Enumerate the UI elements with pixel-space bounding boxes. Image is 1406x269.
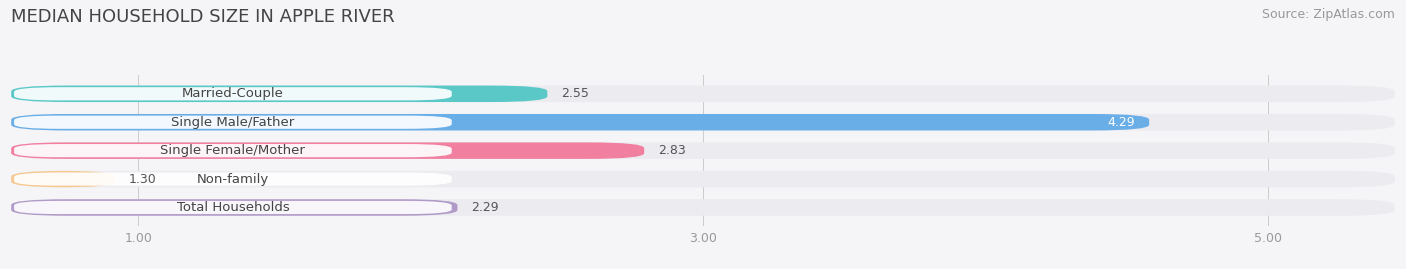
- Text: Single Female/Mother: Single Female/Mother: [160, 144, 305, 157]
- FancyBboxPatch shape: [11, 199, 1395, 216]
- Text: MEDIAN HOUSEHOLD SIZE IN APPLE RIVER: MEDIAN HOUSEHOLD SIZE IN APPLE RIVER: [11, 8, 395, 26]
- FancyBboxPatch shape: [11, 199, 457, 216]
- FancyBboxPatch shape: [11, 114, 1149, 130]
- Text: 2.83: 2.83: [658, 144, 686, 157]
- FancyBboxPatch shape: [14, 87, 451, 100]
- Text: Single Male/Father: Single Male/Father: [172, 116, 294, 129]
- Text: Total Households: Total Households: [177, 201, 290, 214]
- FancyBboxPatch shape: [14, 172, 451, 186]
- FancyBboxPatch shape: [11, 86, 1395, 102]
- Text: 2.29: 2.29: [471, 201, 499, 214]
- Text: Source: ZipAtlas.com: Source: ZipAtlas.com: [1261, 8, 1395, 21]
- Text: Non-family: Non-family: [197, 172, 269, 186]
- FancyBboxPatch shape: [11, 142, 644, 159]
- Text: 4.29: 4.29: [1108, 116, 1135, 129]
- Text: 2.55: 2.55: [561, 87, 589, 100]
- Text: 1.30: 1.30: [129, 172, 157, 186]
- FancyBboxPatch shape: [11, 142, 1395, 159]
- FancyBboxPatch shape: [11, 114, 1395, 130]
- FancyBboxPatch shape: [11, 171, 115, 187]
- Text: Married-Couple: Married-Couple: [181, 87, 284, 100]
- FancyBboxPatch shape: [11, 86, 547, 102]
- FancyBboxPatch shape: [14, 201, 451, 214]
- FancyBboxPatch shape: [14, 116, 451, 129]
- FancyBboxPatch shape: [11, 171, 1395, 187]
- FancyBboxPatch shape: [14, 144, 451, 157]
